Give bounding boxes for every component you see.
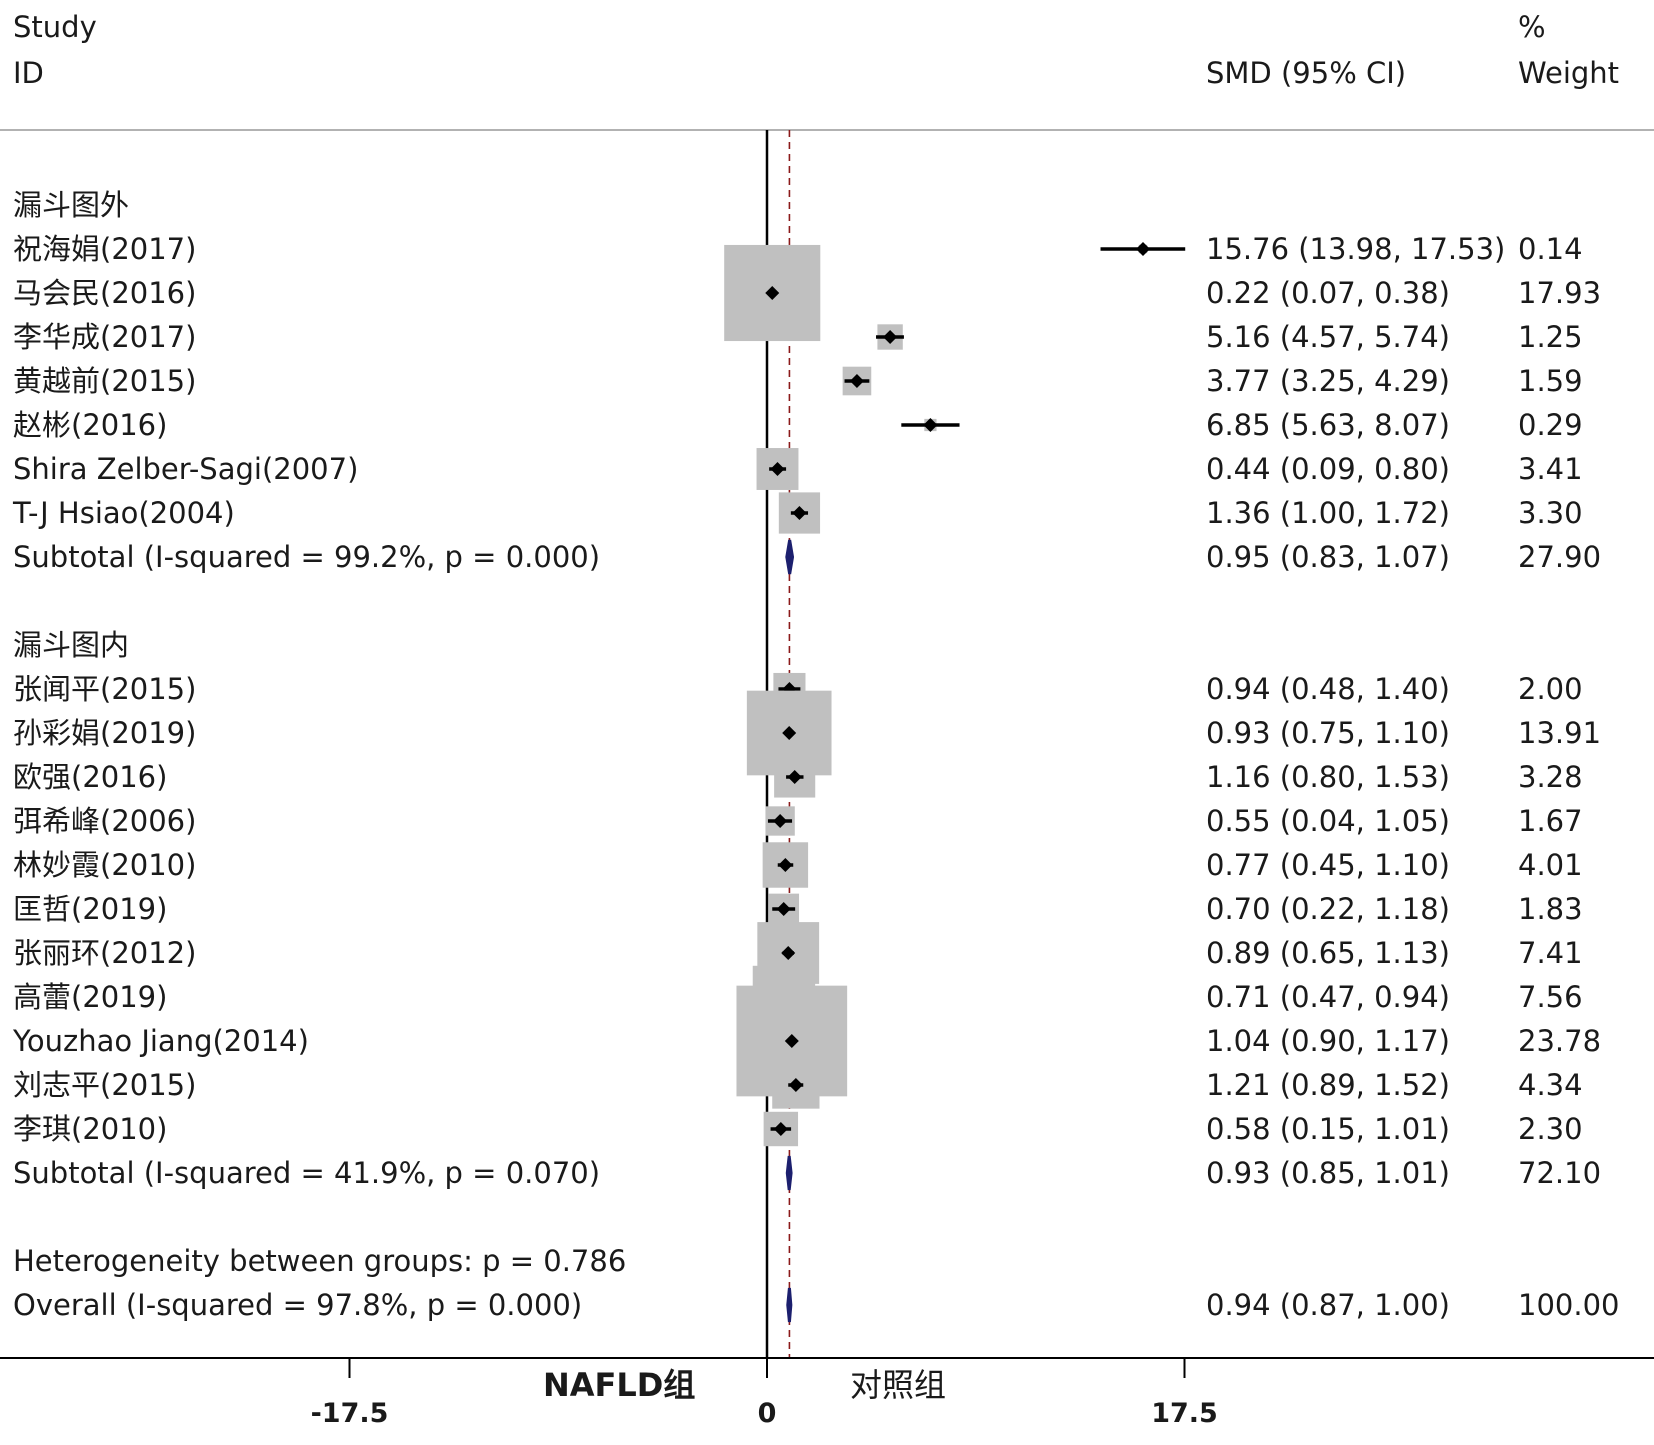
row-weight: 3.30 <box>1518 496 1583 530</box>
header-weight: Weight <box>1518 56 1619 90</box>
point-estimate <box>792 506 807 520</box>
row-label: 祝海娟(2017) <box>13 232 196 266</box>
header-smd: SMD (95% CI) <box>1206 56 1406 90</box>
x-tick-label: 0 <box>758 1398 777 1429</box>
row-label: Youzhao Jiang(2014) <box>12 1024 309 1058</box>
point-estimate <box>782 726 797 740</box>
row-ci: 0.55 (0.04, 1.05) <box>1206 804 1450 838</box>
row-weight: 7.56 <box>1518 980 1583 1014</box>
row-label: 刘志平(2015) <box>13 1068 196 1102</box>
row-weight: 0.14 <box>1518 232 1583 266</box>
row-weight: 1.67 <box>1518 804 1583 838</box>
row-ci: 0.71 (0.47, 0.94) <box>1206 980 1450 1014</box>
row-ci: 0.58 (0.15, 1.01) <box>1206 1112 1450 1146</box>
row-label: 弭希峰(2006) <box>13 804 196 838</box>
row-weight: 100.00 <box>1518 1288 1619 1322</box>
row-label: 匡哲(2019) <box>13 892 167 926</box>
point-estimate <box>778 858 793 872</box>
row-weight: 1.83 <box>1518 892 1583 926</box>
row-ci: 0.70 (0.22, 1.18) <box>1206 892 1450 926</box>
point-estimate <box>773 814 788 828</box>
row-weight: 4.34 <box>1518 1068 1583 1102</box>
row-weight: 2.00 <box>1518 672 1583 706</box>
row-ci: 0.44 (0.09, 0.80) <box>1206 452 1450 486</box>
row-label: 马会民(2016) <box>13 276 196 310</box>
row-label: 张闻平(2015) <box>13 672 196 706</box>
row-label: Heterogeneity between groups: p = 0.786 <box>13 1244 626 1278</box>
subtotal-diamond <box>785 1155 793 1191</box>
row-weight: 17.93 <box>1518 276 1601 310</box>
x-tick-label: -17.5 <box>311 1398 389 1429</box>
x-tick-label: 17.5 <box>1151 1398 1218 1429</box>
row-label: 张丽环(2012) <box>13 936 196 970</box>
row-ci: 0.93 (0.75, 1.10) <box>1206 716 1450 750</box>
row-ci: 6.85 (5.63, 8.07) <box>1206 408 1450 442</box>
row-label: 高蕾(2019) <box>13 980 167 1014</box>
row-label: 欧强(2016) <box>13 760 167 794</box>
left-side-label: NAFLD组 <box>543 1366 695 1404</box>
row-ci: 0.77 (0.45, 1.10) <box>1206 848 1450 882</box>
right-side-label: 对照组 <box>850 1366 946 1404</box>
row-ci: 1.04 (0.90, 1.17) <box>1206 1024 1450 1058</box>
row-weight: 4.01 <box>1518 848 1583 882</box>
header-study: Study <box>13 10 97 44</box>
row-weight: 13.91 <box>1518 716 1601 750</box>
point-estimate <box>773 1122 788 1136</box>
row-weight: 1.25 <box>1518 320 1583 354</box>
row-ci: 1.36 (1.00, 1.72) <box>1206 496 1450 530</box>
row-ci: 1.21 (0.89, 1.52) <box>1206 1068 1450 1102</box>
point-estimate <box>787 770 802 784</box>
row-label: 赵彬(2016) <box>13 408 167 442</box>
plot-marks <box>724 130 1186 1358</box>
point-estimate <box>883 330 898 344</box>
row-label: 李琪(2010) <box>13 1112 167 1146</box>
row-weight: 2.30 <box>1518 1112 1583 1146</box>
point-estimate <box>1135 242 1150 256</box>
point-estimate <box>849 374 864 388</box>
row-label: 林妙霞(2010) <box>13 848 196 882</box>
point-estimate <box>923 418 938 432</box>
row-label: 李华成(2017) <box>13 320 196 354</box>
row-label: Subtotal (I-squared = 99.2%, p = 0.000) <box>13 540 600 574</box>
x-axis: -17.5 0 17.5 <box>311 1358 1218 1429</box>
row-label: 漏斗图内 <box>13 628 129 662</box>
row-label: T-J Hsiao(2004) <box>12 496 235 530</box>
row-weight: 0.29 <box>1518 408 1583 442</box>
row-weight: 7.41 <box>1518 936 1583 970</box>
row-ci: 3.77 (3.25, 4.29) <box>1206 364 1450 398</box>
row-weight: 3.41 <box>1518 452 1583 486</box>
row-ci: 0.93 (0.85, 1.01) <box>1206 1156 1450 1190</box>
row-label: Subtotal (I-squared = 41.9%, p = 0.070) <box>13 1156 600 1190</box>
row-weight: 27.90 <box>1518 540 1601 574</box>
row-ci: 1.16 (0.80, 1.53) <box>1206 760 1450 794</box>
point-estimate <box>765 286 780 300</box>
row-label: 孙彩娟(2019) <box>13 716 196 750</box>
row-weight: 23.78 <box>1518 1024 1601 1058</box>
row-ci: 0.94 (0.48, 1.40) <box>1206 672 1450 706</box>
row-weight: 72.10 <box>1518 1156 1601 1190</box>
row-ci: 0.89 (0.65, 1.13) <box>1206 936 1450 970</box>
row-ci: 15.76 (13.98, 17.53) <box>1206 232 1505 266</box>
row-label: Overall (I-squared = 97.8%, p = 0.000) <box>13 1288 582 1322</box>
row-label: 黄越前(2015) <box>13 364 196 398</box>
row-ci: 0.94 (0.87, 1.00) <box>1206 1288 1450 1322</box>
row-ci: 0.22 (0.07, 0.38) <box>1206 276 1450 310</box>
row-label: 漏斗图外 <box>13 188 129 222</box>
row-ci: 5.16 (4.57, 5.74) <box>1206 320 1450 354</box>
row-label: Shira Zelber-Sagi(2007) <box>13 452 358 486</box>
point-estimate <box>784 1034 799 1048</box>
point-estimate <box>788 1078 803 1092</box>
point-estimate <box>781 946 796 960</box>
point-estimate <box>776 902 791 916</box>
subtotal-diamond <box>785 539 795 575</box>
row-weight: 3.28 <box>1518 760 1583 794</box>
header-percent: % <box>1518 10 1546 44</box>
header-id: ID <box>13 56 44 90</box>
overall-diamond <box>786 1287 793 1323</box>
row-weight: 1.59 <box>1518 364 1583 398</box>
row-ci: 0.95 (0.83, 1.07) <box>1206 540 1450 574</box>
point-estimate <box>770 462 785 476</box>
